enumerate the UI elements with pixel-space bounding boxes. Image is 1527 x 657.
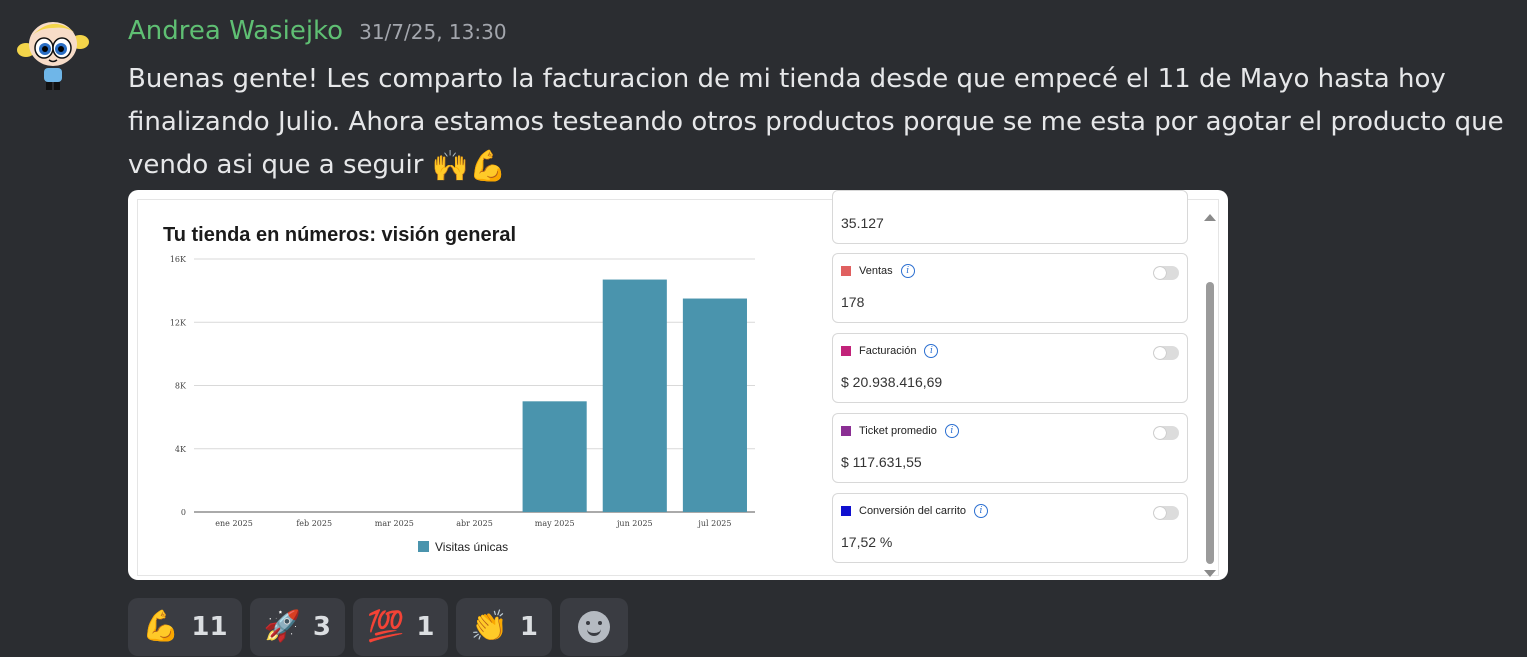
stat-label-row: Ticket promedio i (841, 424, 959, 438)
stat-card-ventas: Ventas i 178 (832, 253, 1188, 323)
x-tick-label: mar 2025 (375, 519, 414, 528)
chart-title: Tu tienda en números: visión general (163, 224, 517, 246)
reaction-count: 11 (191, 612, 228, 642)
y-tick-label: 4K (175, 445, 187, 454)
x-tick-label: jul 2025 (697, 519, 731, 528)
stat-label: Ventas (859, 265, 893, 277)
stat-value: 35.127 (841, 215, 884, 231)
info-icon[interactable]: i (974, 504, 988, 518)
stat-value: 17,52 % (841, 534, 893, 550)
color-swatch (841, 346, 851, 356)
stat-value: $ 117.631,55 (841, 454, 922, 470)
screenshot-frame: Tu tienda en números: visión general 0 4K… (137, 190, 1219, 577)
reaction-count: 1 (519, 612, 538, 642)
toggle-switch[interactable] (1153, 346, 1179, 360)
stat-label-row: Facturación i (841, 344, 939, 358)
toggle-switch[interactable] (1153, 426, 1179, 440)
reaction-hundred[interactable]: 💯 1 (353, 598, 449, 656)
reaction-flexed-biceps[interactable]: 💪 11 (128, 598, 242, 656)
reactions-bar: 💪 11 🚀 3 💯 1 👏 1 (128, 598, 628, 656)
color-swatch (841, 266, 851, 276)
stat-label: Conversión del carrito (859, 505, 966, 517)
stat-label-row: Ventas i (841, 264, 915, 278)
add-reaction-button[interactable] (559, 598, 628, 656)
stat-value: $ 20.938.416,69 (841, 374, 943, 390)
stat-label: Facturación (859, 345, 917, 357)
info-icon[interactable]: i (924, 344, 939, 358)
info-icon[interactable]: i (944, 424, 959, 438)
toggle-switch[interactable] (1153, 266, 1179, 280)
stat-card-visits: 35.127 (832, 190, 1188, 244)
hundred-points-icon: 💯 (367, 609, 405, 644)
stat-label-row: Conversión del carrito i (841, 504, 988, 518)
toggle-switch[interactable] (1153, 506, 1179, 520)
message-timestamp[interactable]: 31/7/25, 13:30 (359, 20, 507, 44)
stat-card-ticket-promedio: Ticket promedio i $ 117.631,55 (832, 413, 1188, 483)
author-name[interactable]: Andrea Wasiejko (128, 16, 344, 46)
message-text: Buenas gente! Les comparto la facturacio… (128, 58, 1518, 188)
scroll-down-arrow[interactable] (1204, 570, 1216, 577)
x-tick-label: jun 2025 (616, 519, 653, 528)
y-tick-label: 12K (170, 318, 187, 327)
x-tick-label: abr 2025 (456, 519, 493, 528)
bar (682, 298, 747, 512)
bar (602, 279, 667, 512)
reaction-rocket[interactable]: 🚀 3 (249, 598, 345, 656)
stat-value: 178 (841, 294, 865, 310)
scroll-thumb[interactable] (1206, 282, 1214, 564)
stat-card-facturacion: Facturación i $ 20.938.416,69 (832, 333, 1188, 403)
message-header: Andrea Wasiejko 31/7/25, 13:30 (128, 16, 507, 52)
y-tick-label: 16K (170, 255, 187, 264)
legend-label: Visitas únicas (435, 540, 508, 554)
legend-swatch (418, 541, 429, 552)
reaction-clapping[interactable]: 👏 1 (456, 598, 552, 656)
stat-card-conversion: Conversión del carrito i 17,52 % (832, 493, 1188, 563)
x-tick-label: ene 2025 (215, 519, 253, 528)
smiley-icon (577, 611, 610, 643)
color-swatch (841, 506, 851, 516)
bar (522, 401, 587, 512)
scroll-up-arrow[interactable] (1204, 214, 1216, 221)
stat-label: Ticket promedio (859, 425, 937, 437)
clapping-hands-icon: 👏 (470, 609, 508, 644)
flexed-biceps-icon: 💪 (142, 609, 180, 644)
color-swatch (841, 426, 851, 436)
info-icon[interactable]: i (900, 264, 915, 278)
y-tick-label: 0 (181, 508, 186, 517)
rocket-icon: 🚀 (263, 609, 301, 644)
x-tick-label: feb 2025 (296, 519, 332, 528)
scrollbar[interactable] (1202, 200, 1218, 580)
image-attachment[interactable]: Tu tienda en números: visión general 0 4K… (128, 190, 1228, 580)
user-avatar[interactable] (16, 14, 90, 92)
reaction-count: 3 (312, 612, 331, 642)
reaction-count: 1 (416, 612, 435, 642)
inline-emojis: 🙌💪 (431, 149, 507, 184)
stats-panel: 35.127 Ventas i 178 Facturación i $ 20 (832, 190, 1190, 580)
x-tick-label: may 2025 (535, 519, 575, 528)
bar-chart: 0 4K 8K 12K 16K ene 2025 feb 2025 mar 2025 abr 2… (170, 255, 755, 554)
message-body: Buenas gente! Les comparto la facturacio… (128, 64, 1504, 180)
y-tick-label: 8K (175, 382, 187, 391)
